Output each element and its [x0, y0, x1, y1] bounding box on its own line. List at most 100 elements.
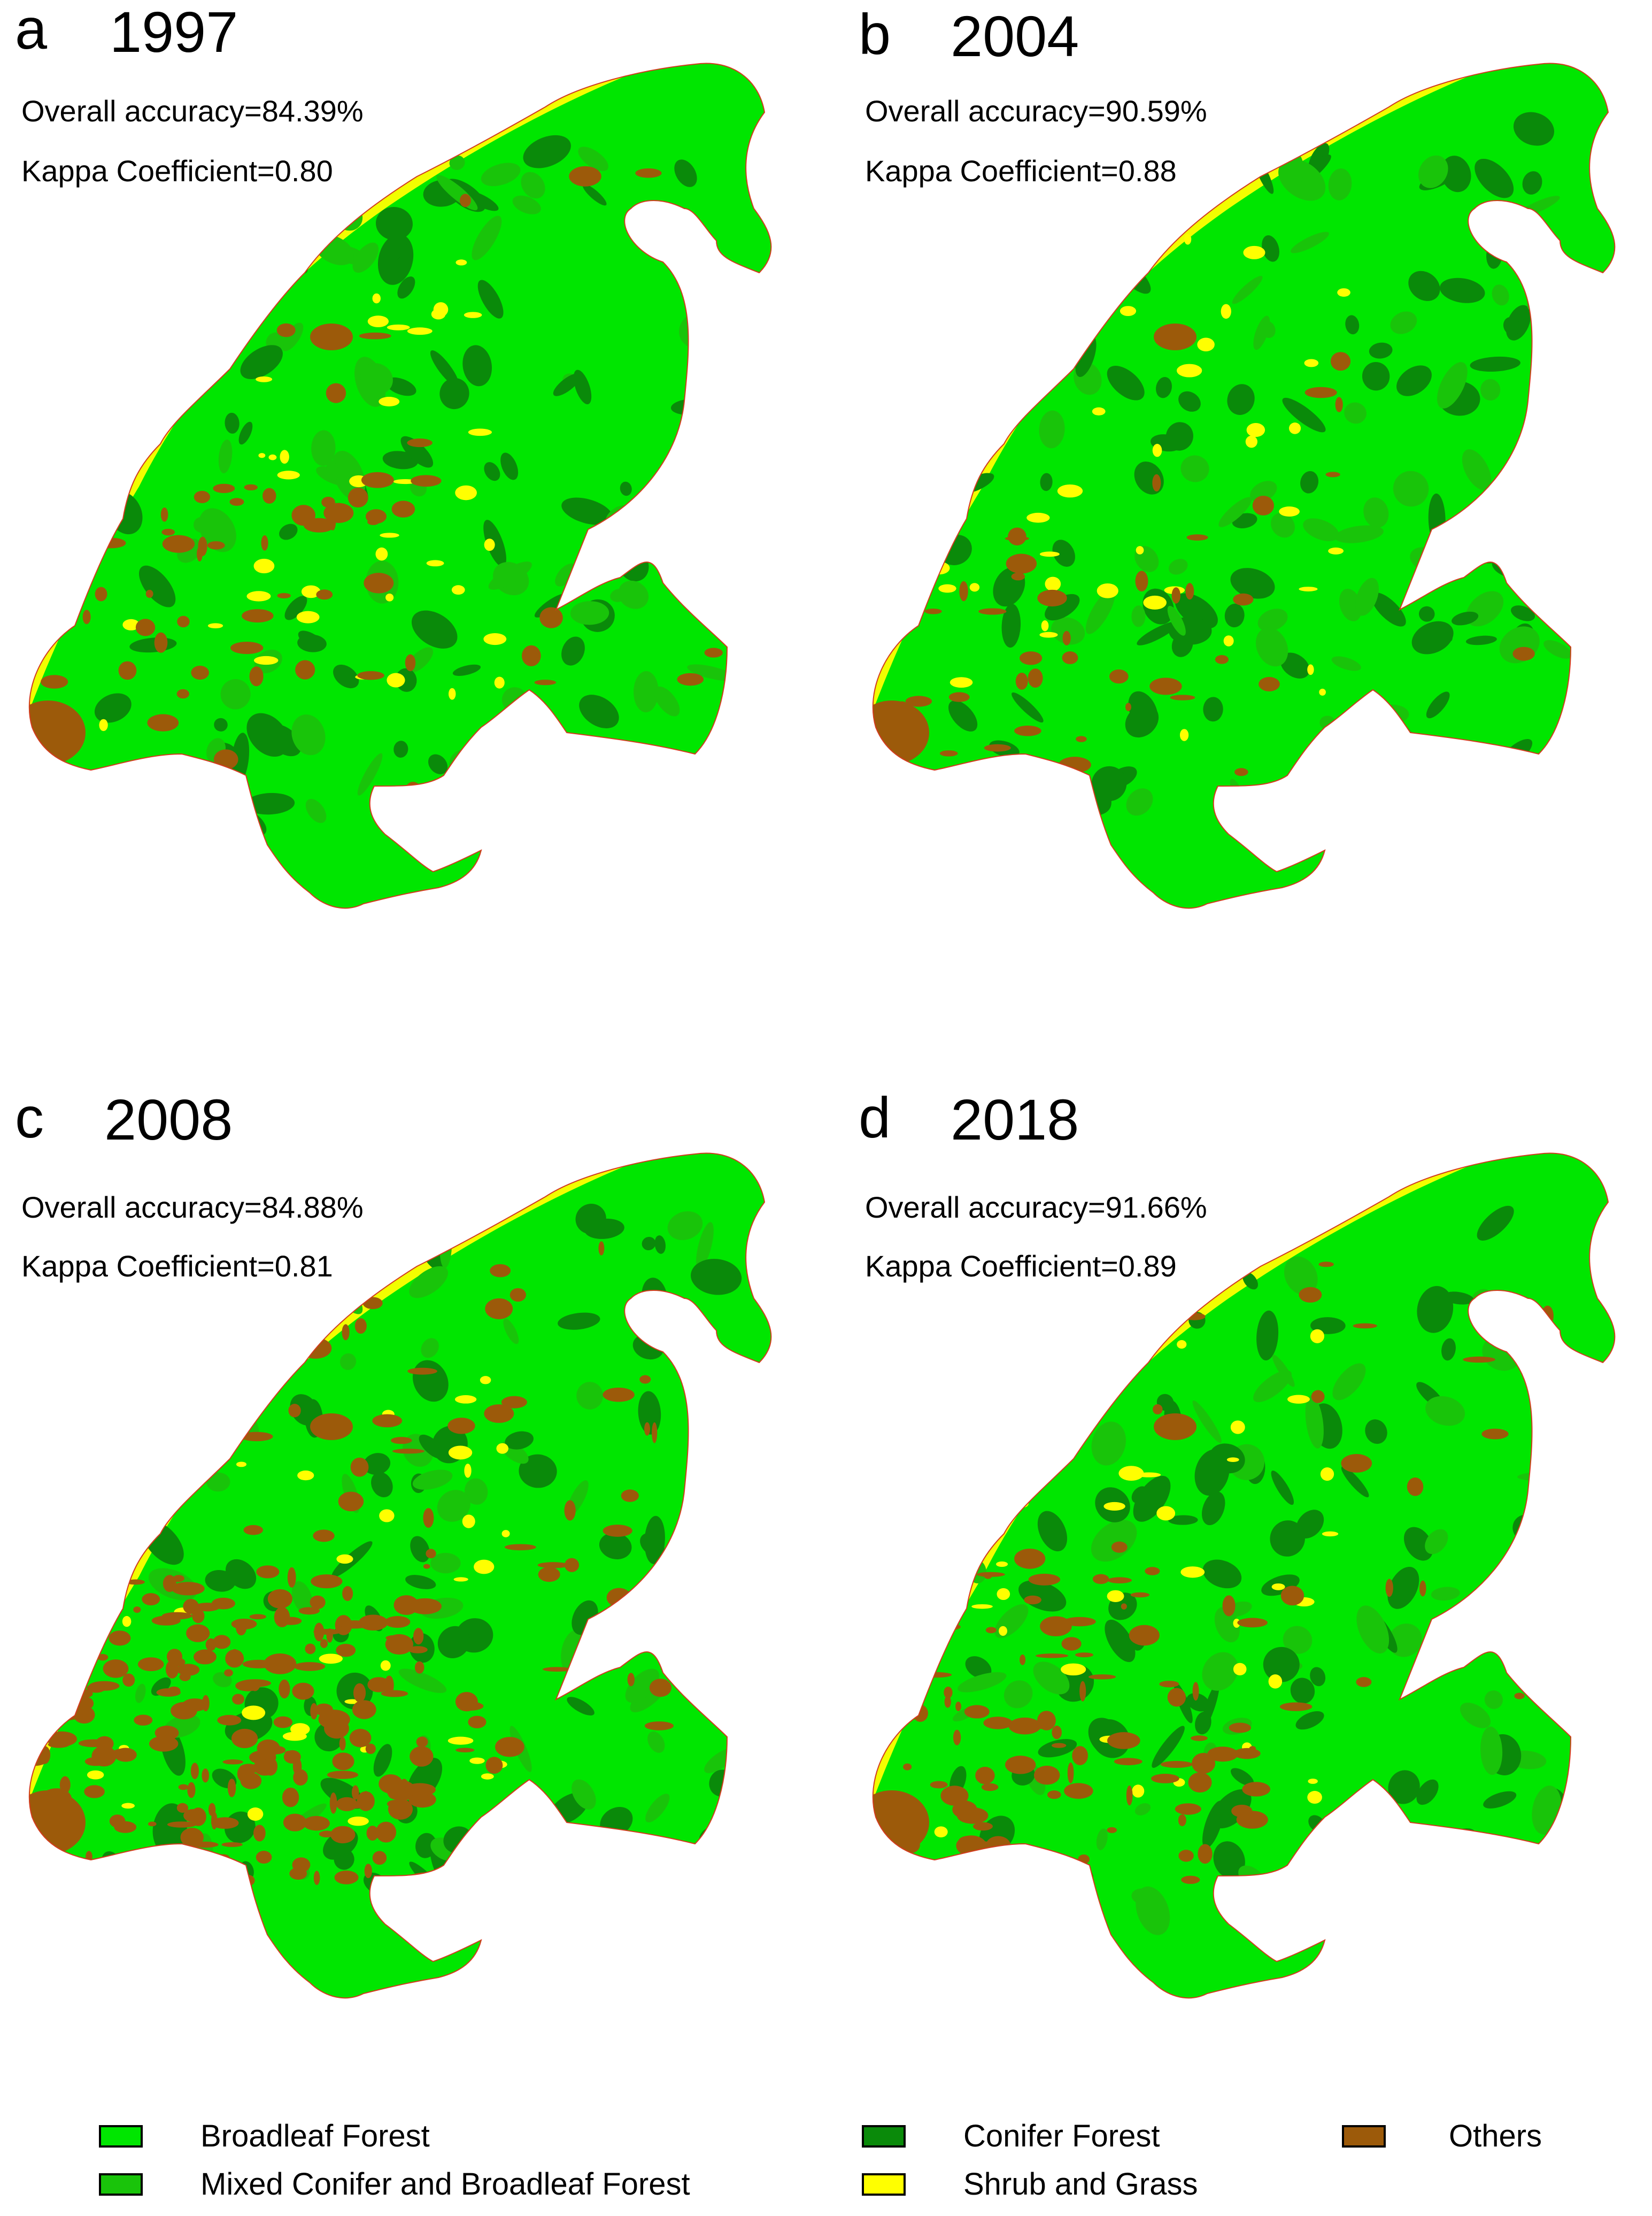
shrub-and-grass-patch: [1177, 1340, 1187, 1349]
conifer-forest-patch: [1168, 559, 1188, 575]
others-patch: [211, 1811, 218, 1830]
others-patch: [84, 1785, 105, 1798]
conifer-forest-patch: [352, 242, 379, 273]
conifer-forest-patch: [561, 497, 613, 525]
others-patch: [564, 1558, 580, 1572]
conifer-forest-patch: [1186, 1693, 1210, 1712]
others-patch: [1353, 1323, 1377, 1329]
conifer-forest-patch: [411, 610, 458, 649]
conifer-forest-patch: [433, 1887, 462, 1922]
others-patch: [407, 438, 433, 448]
others-patch: [1135, 571, 1148, 592]
others-patch: [1028, 1573, 1061, 1586]
others-patch: [319, 1830, 335, 1838]
others-patch: [590, 1637, 622, 1655]
conifer-forest-patch: [1456, 532, 1506, 564]
others-patch: [1259, 676, 1280, 691]
conifer-forest-patch: [503, 1318, 519, 1344]
conifer-forest-patch: [1137, 621, 1178, 645]
conifer-forest-patch: [238, 421, 253, 445]
conifer-forest-patch: [291, 1581, 313, 1613]
shrub-and-grass-patch: [1017, 1499, 1029, 1508]
conifer-forest-patch: [1362, 361, 1390, 391]
legend: Broadleaf Forest Mixed Conifer and Broad…: [0, 2118, 1652, 2216]
others-patch: [384, 1616, 411, 1628]
conifer-forest-patch: [125, 1374, 172, 1412]
conifer-forest-patch: [1418, 155, 1448, 188]
panel-year: 1997: [110, 0, 238, 64]
conifer-forest-patch: [1475, 158, 1514, 198]
others-patch: [181, 1701, 192, 1712]
shrub-and-grass-patch: [126, 207, 149, 212]
others-patch: [510, 1288, 526, 1302]
others-patch: [1107, 1827, 1117, 1833]
conifer-forest-patch: [225, 412, 240, 434]
shrub-and-grass-patch: [494, 676, 505, 689]
others-patch: [280, 1617, 302, 1625]
shrub-and-grass-patch: [969, 583, 980, 592]
others-patch: [1160, 1761, 1193, 1768]
conifer-forest-patch: [1155, 142, 1201, 174]
conifer-forest-patch: [281, 322, 304, 351]
conifer-forest-patch: [960, 1309, 991, 1337]
conifer-forest-patch: [1237, 806, 1267, 840]
conifer-forest-patch: [371, 1472, 393, 1498]
others-patch: [1107, 1732, 1140, 1749]
others-patch: [261, 535, 268, 551]
conifer-forest-patch: [1182, 1259, 1202, 1280]
others-patch: [411, 475, 442, 487]
conifer-forest-patch: [205, 1570, 236, 1592]
others-patch: [292, 1682, 314, 1700]
conifer-forest-patch: [618, 580, 649, 609]
conifer-forest-patch: [1439, 278, 1485, 303]
others-patch: [916, 503, 953, 556]
others-patch: [1188, 1772, 1212, 1793]
conifer-forest-patch: [975, 385, 1007, 427]
others-patch: [953, 1729, 961, 1745]
others-patch: [64, 539, 94, 559]
conifer-forest-patch: [1492, 284, 1509, 306]
conifer-forest-patch: [437, 1490, 470, 1522]
others-patch: [221, 217, 248, 222]
shrub-and-grass-patch: [448, 1445, 473, 1460]
shrub-and-grass-patch: [1041, 620, 1049, 632]
conifer-forest-patch: [1015, 1410, 1032, 1448]
conifer-forest-patch: [645, 1794, 670, 1823]
conifer-forest-patch: [654, 686, 680, 717]
conifer-forest-patch: [122, 303, 148, 326]
others-patch: [126, 1579, 145, 1585]
others-patch: [873, 1794, 874, 1810]
others-patch: [1229, 1722, 1251, 1733]
others-patch: [1020, 651, 1043, 665]
conifer-forest-patch: [366, 133, 391, 183]
shrub-and-grass-patch: [938, 584, 956, 593]
conifer-forest-patch: [397, 276, 415, 299]
others-patch: [387, 1799, 404, 1808]
conifer-forest-patch: [129, 1483, 144, 1508]
conifer-forest-patch: [99, 166, 135, 195]
others-patch: [190, 1763, 199, 1780]
conifer-forest-patch: [1341, 1809, 1375, 1843]
others-patch: [372, 1414, 403, 1428]
shrub-and-grass-patch: [949, 677, 973, 688]
others-patch: [940, 1786, 969, 1806]
conifer-forest-patch: [291, 714, 326, 756]
map-panel-b: b 2004 Overall accuracy=90.59% Kappa Coe…: [844, 0, 1652, 1043]
others-patch: [405, 654, 416, 672]
shrub-and-grass-patch: [297, 1470, 314, 1481]
shrub-and-grass-patch: [1107, 1359, 1114, 1373]
others-patch: [1304, 387, 1337, 398]
shrub-and-grass-patch: [1310, 1329, 1325, 1343]
others-patch: [213, 483, 235, 494]
shrub-and-grass-patch: [1143, 595, 1167, 610]
others-patch: [362, 1297, 383, 1310]
others-patch: [361, 472, 394, 488]
others-patch: [1008, 527, 1026, 545]
shrub-and-grass-patch: [1103, 1502, 1125, 1511]
others-patch: [375, 1821, 397, 1843]
conifer-forest-patch: [419, 1434, 445, 1459]
others-patch: [192, 1609, 205, 1623]
conifer-forest-patch: [109, 196, 130, 216]
others-patch: [71, 475, 81, 481]
conifer-forest-patch: [572, 1779, 596, 1810]
